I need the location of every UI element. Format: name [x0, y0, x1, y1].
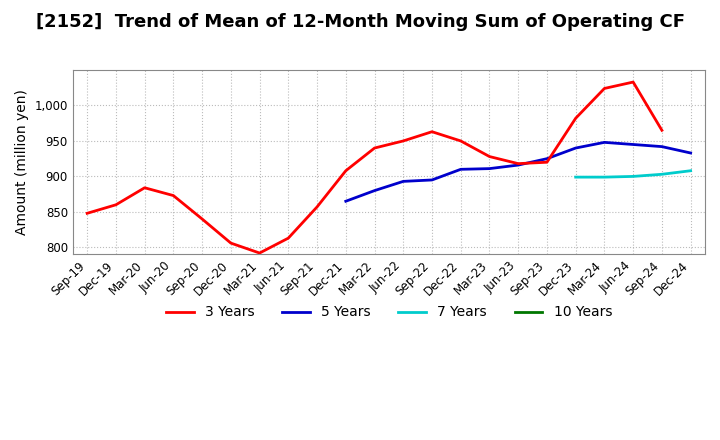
- Legend: 3 Years, 5 Years, 7 Years, 10 Years: 3 Years, 5 Years, 7 Years, 10 Years: [161, 300, 618, 325]
- Y-axis label: Amount (million yen): Amount (million yen): [15, 89, 29, 235]
- Text: [2152]  Trend of Mean of 12-Month Moving Sum of Operating CF: [2152] Trend of Mean of 12-Month Moving …: [35, 13, 685, 31]
